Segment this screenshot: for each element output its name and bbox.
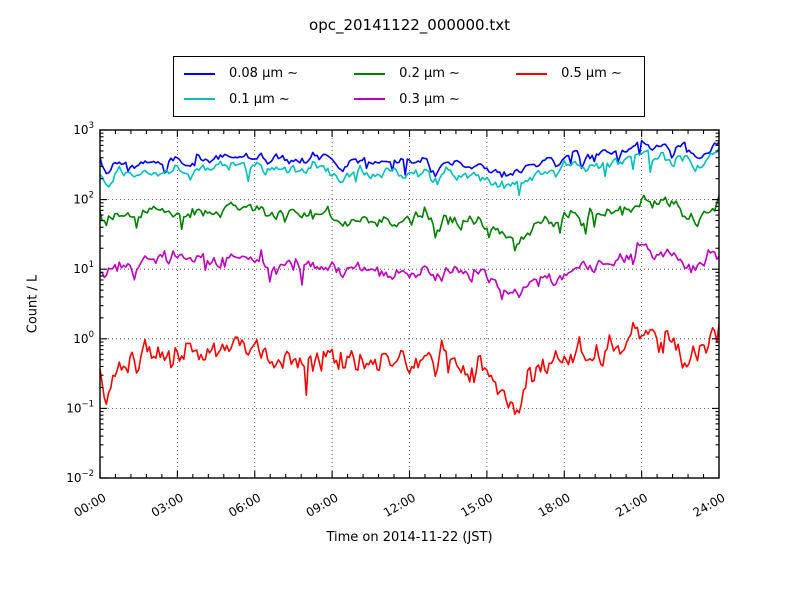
y-axis-label: Count / L bbox=[25, 274, 41, 334]
chart-title: opc_20141122_000000.txt bbox=[309, 16, 510, 34]
legend-line-swatch-1 bbox=[184, 98, 215, 101]
axis-ticks bbox=[99, 129, 720, 479]
legend-label-2: 0.2 μm ∼ bbox=[399, 66, 460, 82]
y-tick-label-1e3: 103 bbox=[73, 121, 94, 137]
y-tick-label-1e2: 102 bbox=[73, 191, 94, 207]
x-tick-label-03:00: 03:00 bbox=[149, 490, 186, 519]
gridlines bbox=[100, 130, 719, 478]
legend-item-3: 0.3 μm ∼ bbox=[354, 92, 472, 107]
series-line-1 bbox=[100, 146, 719, 197]
legend-line-swatch-0 bbox=[184, 72, 215, 75]
legend-label-3: 0.3 μm ∼ bbox=[399, 91, 460, 107]
x-tick-label-24:00: 24:00 bbox=[691, 490, 728, 519]
legend-item-4: 0.5 μm ∼ bbox=[516, 66, 634, 81]
series-line-4 bbox=[100, 321, 719, 416]
series-line-3 bbox=[100, 242, 719, 301]
y-tick-labels: 103 102 101 100 10−1 10−2 bbox=[66, 121, 94, 485]
x-tick-labels: 00:00 03:00 06:00 09:00 12:00 15:00 18:00 21:00… bbox=[72, 490, 728, 519]
x-tick-label-00:00: 00:00 bbox=[72, 490, 109, 519]
y-tick-label-1e-1: 10−1 bbox=[66, 399, 94, 415]
x-tick-label-06:00: 06:00 bbox=[226, 490, 263, 519]
legend-item-1: 0.1 μm ∼ bbox=[184, 92, 310, 107]
legend-line-swatch-3 bbox=[354, 98, 386, 101]
x-tick-label-21:00: 21:00 bbox=[613, 490, 650, 519]
x-tick-label-18:00: 18:00 bbox=[536, 490, 573, 519]
legend-line-swatch-4 bbox=[516, 72, 548, 75]
legend-item-0: 0.08 μm ∼ bbox=[184, 66, 310, 81]
legend-label-1: 0.1 μm ∼ bbox=[229, 91, 290, 107]
legend-label-4: 0.5 μm ∼ bbox=[561, 66, 622, 82]
x-tick-label-15:00: 15:00 bbox=[458, 490, 495, 519]
x-tick-label-12:00: 12:00 bbox=[381, 490, 418, 519]
x-axis-label: Time on 2014-11-22 (JST) bbox=[326, 530, 493, 545]
legend-item-2: 0.2 μm ∼ bbox=[354, 66, 472, 81]
x-tick-label-09:00: 09:00 bbox=[304, 490, 341, 519]
series-line-2 bbox=[100, 194, 719, 252]
legend-line-swatch-2 bbox=[354, 72, 386, 75]
series-group bbox=[100, 139, 719, 416]
y-tick-label-1e1: 101 bbox=[73, 260, 94, 276]
legend: 0.08 μm ∼ 0.1 μm ∼ 0.2 μm ∼ 0.3 μm ∼ 0.5 μm … bbox=[173, 56, 645, 117]
y-tick-label-1e0: 100 bbox=[73, 330, 94, 346]
legend-label-0: 0.08 μm ∼ bbox=[229, 66, 299, 82]
y-tick-label-1e-2: 10−2 bbox=[66, 469, 94, 485]
series-line-0 bbox=[100, 139, 719, 178]
